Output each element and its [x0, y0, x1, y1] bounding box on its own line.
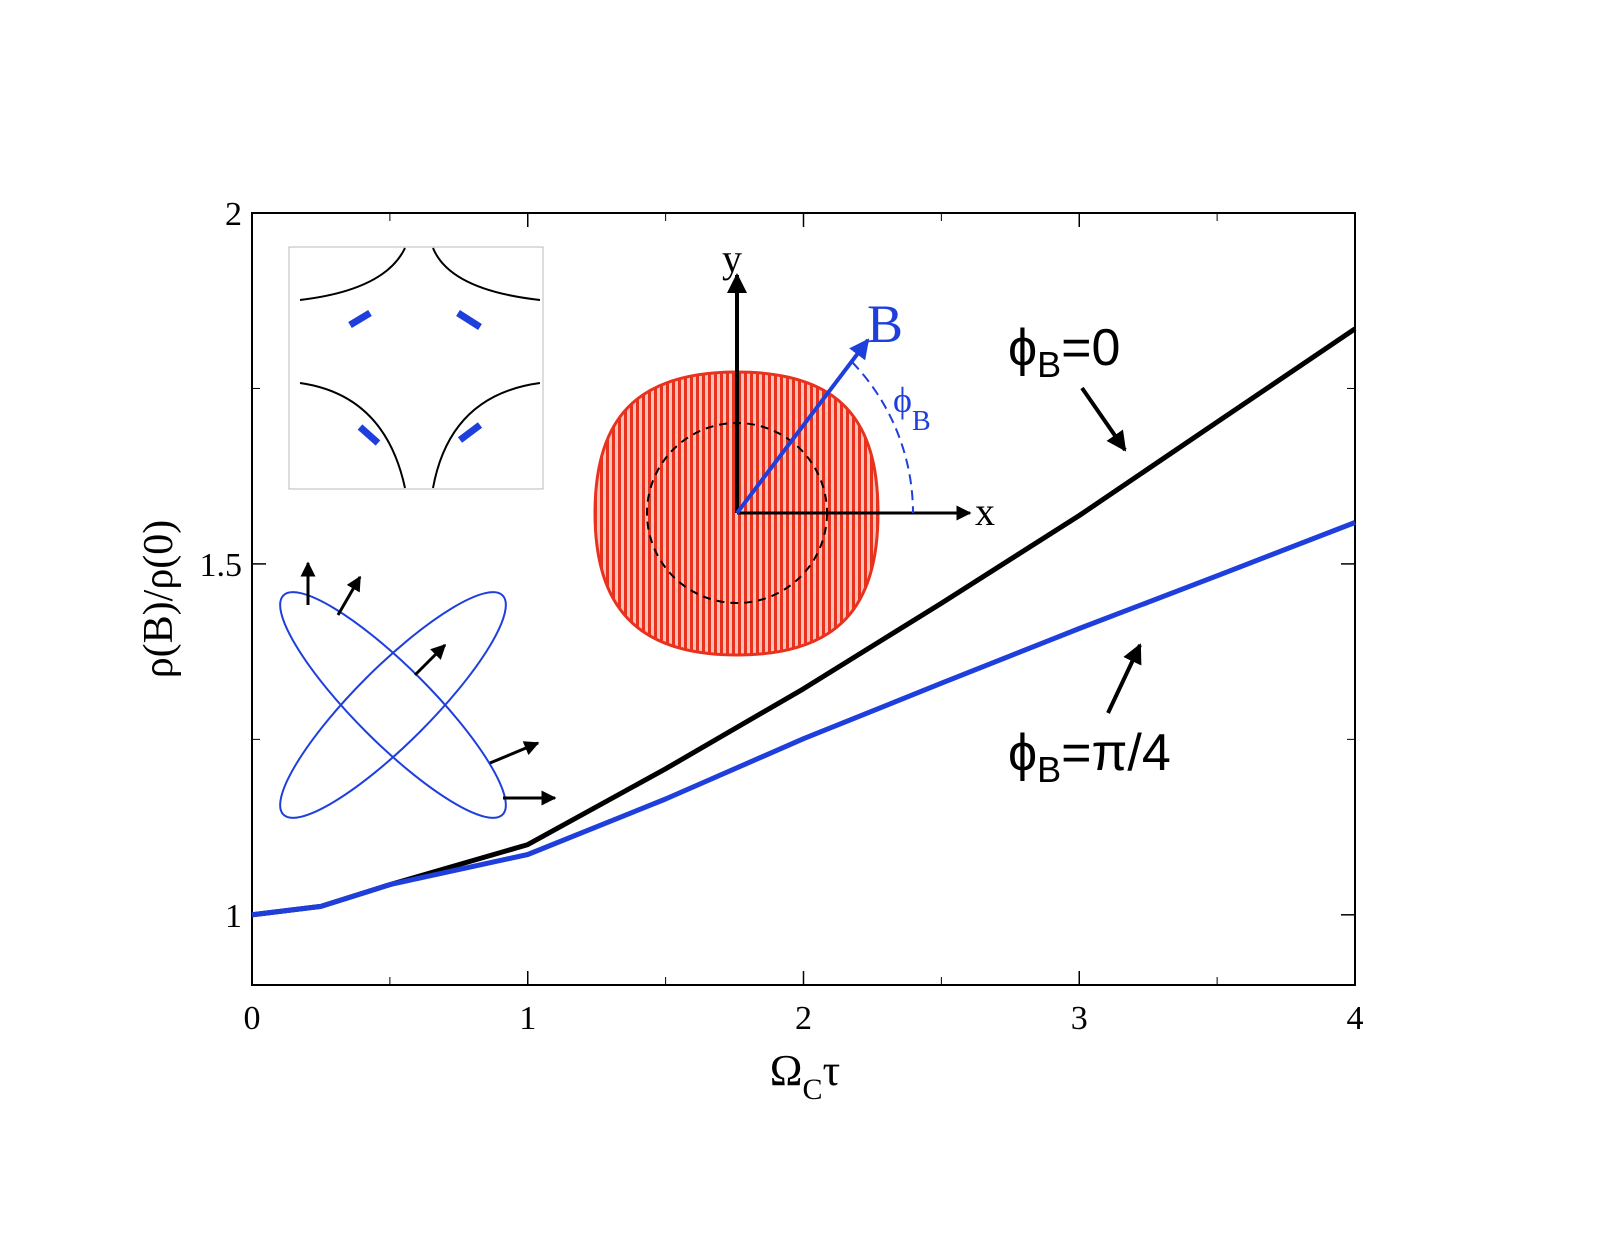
inset-frame: [288, 246, 544, 490]
field-label: B: [867, 294, 903, 354]
xlabel-base: Ω: [770, 1046, 803, 1095]
x-tick-label: 0: [244, 1000, 261, 1037]
series-line: [251, 520, 1356, 918]
y-axis-label: ρ(B)/ρ(0): [136, 520, 182, 679]
angle-label: ϕB: [893, 380, 931, 437]
fermi-inset: [288, 246, 544, 490]
annotation-base: ϕ: [1008, 319, 1037, 377]
annotation-tail: =0: [1061, 319, 1120, 377]
arrow: [336, 575, 362, 616]
annotation-base: ϕ: [1008, 724, 1037, 782]
x-tick-label: 2: [795, 1000, 812, 1037]
hot-spot: [348, 309, 483, 446]
angle-sub: B: [912, 406, 931, 437]
arrow: [489, 741, 540, 765]
y-label: y: [722, 236, 742, 281]
xlabel-tail: τ: [823, 1046, 841, 1095]
field-inset: B ϕB x y: [593, 236, 995, 657]
annotation-sub: B: [1037, 344, 1061, 385]
x-tick-label: 3: [1071, 1000, 1088, 1037]
x-axis-label: ΩCτ: [770, 1046, 840, 1106]
fermi-arc: [299, 247, 541, 489]
ellipse-inset: [279, 561, 557, 819]
xlabel-sub: C: [803, 1073, 823, 1106]
y-tick-label: 1.5: [200, 547, 243, 584]
orbit: [279, 591, 507, 819]
arrow: [413, 643, 447, 677]
y-tick-label: 2: [225, 196, 242, 233]
fermi-surface: [593, 370, 880, 657]
field-arrow: [735, 338, 870, 515]
annotation-arrow: [1106, 643, 1142, 714]
annotation: ϕB=π/4: [1008, 724, 1171, 790]
angle-base: ϕ: [893, 380, 912, 420]
annotation: ϕB=0: [1008, 319, 1120, 385]
x-tick-label: 4: [1347, 1000, 1364, 1037]
y-tick-label: 1: [225, 898, 242, 935]
orbit: [279, 591, 507, 819]
annotation-sub: B: [1037, 749, 1061, 790]
annotation-arrow: [1080, 386, 1127, 452]
x-label: x: [975, 489, 995, 534]
annotation-tail: =π/4: [1061, 724, 1171, 782]
x-tick-label: 1: [519, 1000, 536, 1037]
angle-arc: [851, 361, 914, 514]
